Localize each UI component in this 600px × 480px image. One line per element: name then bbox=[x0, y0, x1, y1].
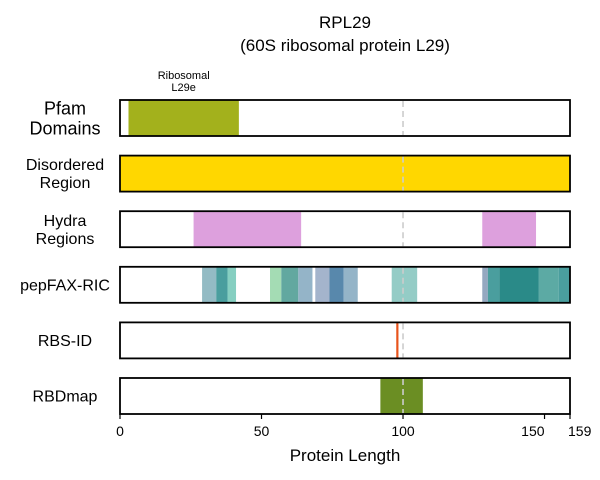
feature-segment bbox=[558, 266, 570, 303]
x-tick-label: 150 bbox=[521, 423, 545, 439]
feature-segment bbox=[120, 155, 570, 192]
track-frame bbox=[119, 377, 571, 415]
track-label: RBDmap bbox=[33, 389, 98, 406]
track-0: Ribosomal L29e Pfam Domains bbox=[29, 70, 571, 138]
feature-segment bbox=[487, 266, 500, 303]
track-label: Hydra Regions bbox=[36, 213, 95, 248]
x-tick-label: 50 bbox=[254, 423, 270, 439]
track-frame bbox=[119, 154, 571, 193]
track-2: Hydra Regions bbox=[36, 210, 571, 249]
feature-segment bbox=[315, 266, 330, 303]
chart-title: RPL29 bbox=[319, 13, 371, 32]
feature-segment bbox=[270, 266, 282, 303]
x-tick-label: 0 bbox=[116, 423, 124, 439]
chart-subtitle: (60S ribosomal protein L29) bbox=[240, 36, 450, 55]
feature-segment bbox=[128, 100, 239, 136]
track-1: Disordered Region bbox=[26, 154, 571, 193]
x-tick-label: 100 bbox=[391, 423, 415, 439]
feature-segment bbox=[538, 266, 559, 303]
segment-annotation: Ribosomal L29e bbox=[158, 70, 210, 94]
feature-segment bbox=[329, 266, 344, 303]
feature-segment bbox=[482, 211, 537, 248]
feature-segment bbox=[202, 266, 217, 303]
track-label: RBS-ID bbox=[38, 333, 92, 350]
feature-segment bbox=[391, 266, 418, 303]
track-frame bbox=[119, 210, 571, 249]
x-axis: 0 50 100 150 159 bbox=[116, 414, 592, 439]
feature-segment bbox=[281, 266, 299, 303]
track-3: pepFAX-RIC bbox=[20, 265, 571, 304]
track-frame bbox=[119, 265, 571, 304]
track-label: pepFAX-RIC bbox=[20, 277, 110, 294]
x-tick-label: 159 bbox=[568, 423, 592, 439]
track-frame bbox=[119, 99, 571, 137]
feature-segment bbox=[193, 211, 302, 248]
track-label: Disordered Region bbox=[26, 157, 104, 192]
track-label: Pfam Domains bbox=[29, 98, 100, 138]
feature-segment bbox=[499, 266, 539, 303]
feature-segment bbox=[343, 266, 358, 303]
feature-segment bbox=[380, 378, 423, 414]
feature-segment bbox=[482, 266, 488, 303]
feature-segment bbox=[227, 266, 237, 303]
feature-tracks: Ribosomal L29e Pfam Domains Disordered Region… bbox=[20, 70, 571, 415]
x-axis-label: Protein Length bbox=[290, 446, 401, 465]
feature-segment bbox=[298, 266, 313, 303]
feature-segment bbox=[216, 266, 228, 303]
track-frame bbox=[119, 321, 571, 360]
track-4: RBS-ID bbox=[38, 321, 571, 360]
track-5: RBDmap bbox=[33, 377, 571, 415]
